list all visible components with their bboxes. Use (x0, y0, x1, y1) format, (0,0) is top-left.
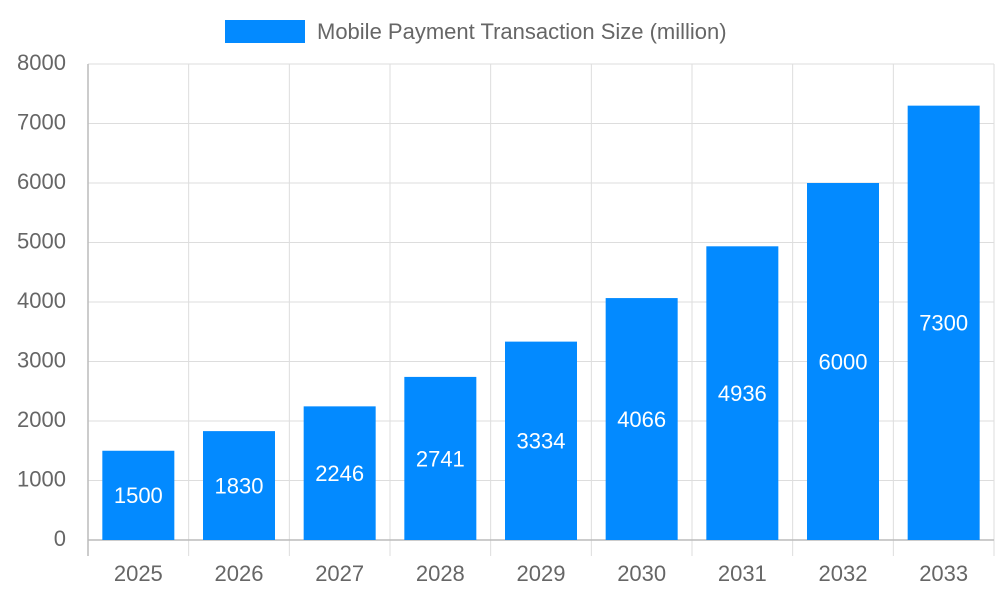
x-tick-label: 2027 (315, 561, 364, 586)
data-label: 3334 (517, 429, 566, 454)
bar (807, 183, 879, 540)
y-tick-label: 7000 (17, 109, 66, 134)
bar (102, 450, 175, 540)
legend-swatch (225, 20, 305, 43)
y-tick-label: 1000 (17, 466, 66, 491)
x-tick-label: 2033 (919, 561, 968, 586)
x-tick-label: 2031 (718, 561, 767, 586)
bar (505, 341, 577, 540)
x-tick-label: 2026 (215, 561, 264, 586)
y-tick-label: 8000 (17, 50, 66, 75)
data-label: 4066 (617, 407, 666, 432)
data-label: 2246 (315, 461, 364, 486)
x-tick-label: 2030 (617, 561, 666, 586)
marks (102, 105, 980, 541)
y-tick-label: 0 (54, 526, 66, 551)
data-label: 1830 (215, 473, 264, 498)
bar (605, 298, 678, 540)
x-tick-label: 2028 (416, 561, 465, 586)
data-label: 2741 (416, 446, 465, 471)
x-tick-label: 2025 (114, 561, 163, 586)
bar (404, 376, 477, 540)
data-label: 6000 (819, 349, 868, 374)
data-label: 4936 (718, 381, 767, 406)
data-label: 7300 (919, 311, 968, 336)
x-tick-label: 2032 (819, 561, 868, 586)
y-tick-label: 3000 (17, 347, 66, 372)
y-tick-label: 2000 (17, 407, 66, 432)
bar (907, 105, 980, 541)
y-tick-label: 6000 (17, 169, 66, 194)
bar (303, 406, 376, 540)
legend-label: Mobile Payment Transaction Size (million… (317, 19, 727, 44)
data-label: 1500 (114, 483, 163, 508)
grid (87, 63, 995, 556)
y-tick-label: 4000 (17, 288, 66, 313)
x-tick-label: 2029 (517, 561, 566, 586)
bar (706, 246, 779, 541)
bar (203, 431, 275, 540)
y-tick-label: 5000 (17, 228, 66, 253)
